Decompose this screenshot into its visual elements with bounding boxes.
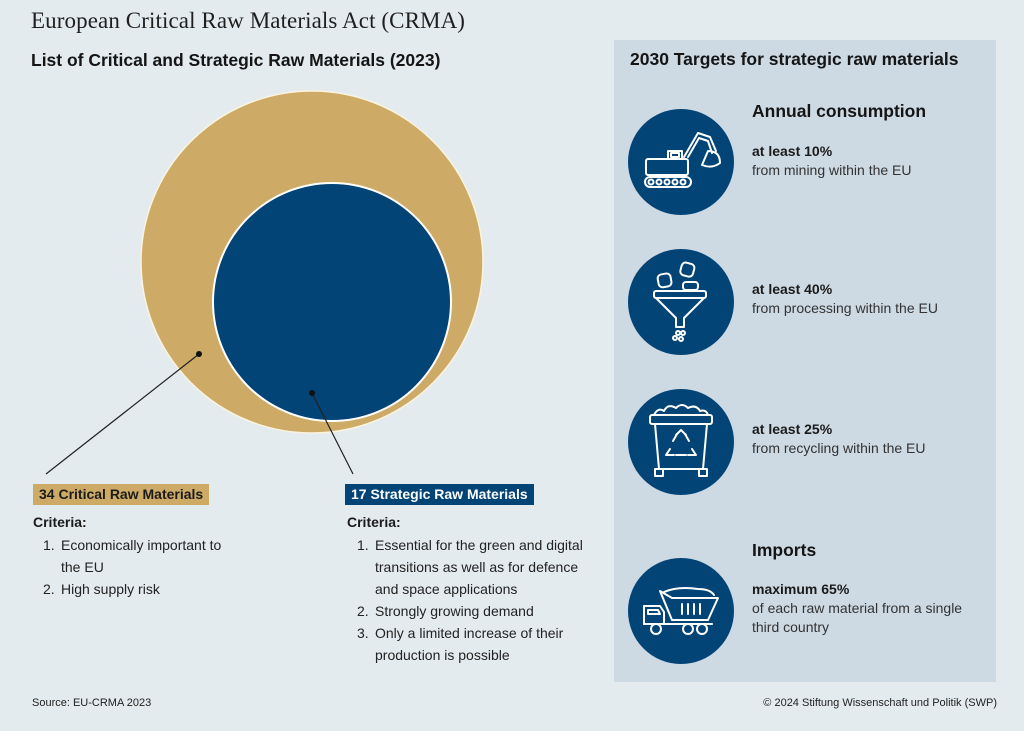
- criteria-item: 1. Economically important to the EU: [43, 537, 222, 575]
- target-processing: at least 40% from processing within the …: [752, 281, 938, 316]
- strategic-criteria-list: 1. Essential for the green and digital tr…: [347, 534, 597, 666]
- target-mining: at least 10% from mining within the EU: [752, 143, 912, 178]
- recycling-bin-icon: [628, 389, 734, 495]
- target-imports: maximum 65% of each raw material from a …: [752, 581, 963, 635]
- criteria-item: 2. Strongly growing demand: [357, 603, 534, 619]
- critical-leader-dot: [196, 351, 202, 357]
- source-note: Source: EU-CRMA 2023: [32, 697, 152, 709]
- strategic-materials-label: 17 Strategic Raw Materials: [345, 484, 534, 505]
- annual-consumption-heading: Annual consumption: [752, 101, 927, 121]
- critical-leader-line: [45, 353, 200, 475]
- critical-criteria-list: 1. Economically important to the EU 2. Hig…: [33, 534, 238, 600]
- targets-panel-title: 2030 Targets for strategic raw materials: [630, 49, 959, 69]
- criteria-item: 3. Only a limited increase of their produ…: [357, 625, 564, 663]
- strategic-leader-dot: [309, 390, 315, 396]
- main-title: European Critical Raw Materials Act (CRM…: [31, 8, 466, 33]
- copyright-note: © 2024 Stiftung Wissenschaft und Politik…: [763, 697, 997, 709]
- strategic-materials-circle: [212, 182, 452, 422]
- targets-panel: 2030 Targets for strategic raw materials…: [614, 40, 996, 682]
- criteria-item: 2. High supply risk: [43, 581, 160, 597]
- imports-heading: Imports: [752, 540, 817, 560]
- strategic-leader-line: [311, 392, 354, 475]
- venn-section-title: List of Critical and Strategic Raw Mater…: [31, 50, 441, 70]
- nested-circles-diagram: [45, 90, 484, 475]
- dump-truck-icon: [628, 558, 734, 664]
- critical-materials-label: 34 Critical Raw Materials: [33, 484, 210, 505]
- funnel-icon: [628, 249, 734, 355]
- strategic-criteria-title: Criteria:: [347, 514, 401, 530]
- critical-criteria-title: Criteria:: [33, 514, 87, 530]
- target-recycling: at least 25% from recycling within the E…: [752, 421, 926, 456]
- criteria-item: 1. Essential for the green and digital tr…: [357, 537, 583, 597]
- excavator-icon: [628, 109, 734, 215]
